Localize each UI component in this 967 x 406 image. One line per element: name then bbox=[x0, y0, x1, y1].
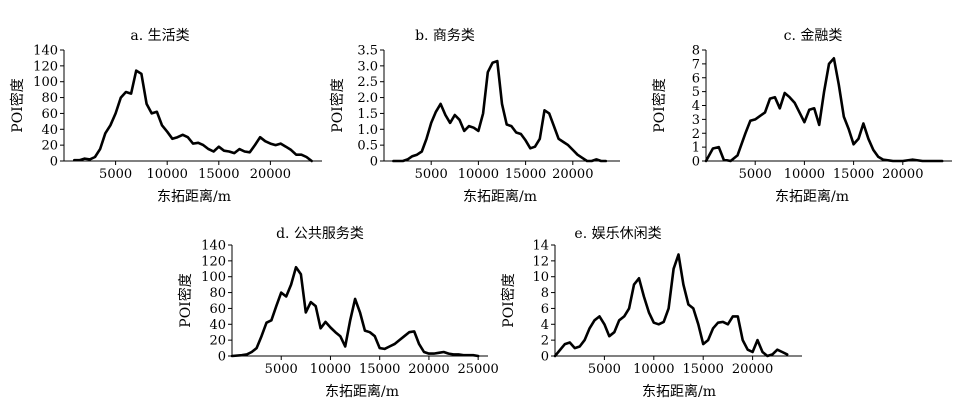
subplot-b: b. 商务类 00.51.01.52.02.53.03.5 5000 10000 150… bbox=[329, 28, 620, 205]
y-tick-label: 60 bbox=[209, 302, 226, 317]
x-tick-label: 20000 bbox=[408, 362, 449, 377]
chart-title: d. 公共服务类 bbox=[276, 226, 364, 242]
x-axis-label: 东拓距离/m bbox=[463, 188, 537, 205]
series-line bbox=[73, 69, 314, 163]
x-tick-label: 15000 bbox=[198, 167, 239, 182]
y-tick-label: 0 bbox=[692, 155, 700, 170]
y-tick-label: 100 bbox=[201, 270, 226, 285]
y-tick-label: 1.0 bbox=[357, 123, 378, 138]
x-tick-label: 20000 bbox=[732, 362, 773, 377]
y-tick-label: 3.5 bbox=[357, 44, 378, 59]
y-axis-label: POI密度 bbox=[329, 78, 346, 132]
x-tick-label: 10000 bbox=[633, 362, 674, 377]
y-tick-label: 8 bbox=[541, 286, 549, 301]
x-tick-label: 5000 bbox=[99, 167, 132, 182]
x-tick-label: 10000 bbox=[784, 167, 825, 182]
x-tick-label: 10000 bbox=[310, 362, 351, 377]
y-tick-label: 40 bbox=[41, 123, 58, 138]
y-tick-label: 2.0 bbox=[357, 91, 378, 106]
y-tick-label: 1 bbox=[692, 141, 700, 156]
y-tick-label: 2 bbox=[541, 334, 549, 349]
y-axis-label: POI密度 bbox=[177, 273, 194, 327]
y-axis-label: POI密度 bbox=[500, 273, 517, 327]
y-tick-label: 20 bbox=[41, 139, 58, 154]
x-tick-label: 20000 bbox=[552, 167, 593, 182]
x-tick-label: 5000 bbox=[588, 362, 621, 377]
y-axis-label: POI密度 bbox=[9, 78, 26, 132]
x-axis-label: 东拓距离/m bbox=[775, 188, 849, 205]
y-tick-label: 140 bbox=[201, 239, 226, 254]
chart-title: c. 金融类 bbox=[784, 28, 843, 44]
series-line bbox=[553, 253, 789, 358]
y-tick-label: 3 bbox=[692, 113, 700, 128]
x-tick-label: 10000 bbox=[458, 167, 499, 182]
y-tick-label: 0 bbox=[541, 350, 549, 365]
x-tick-label: 20000 bbox=[250, 167, 291, 182]
y-tick-label: 60 bbox=[41, 107, 58, 122]
chart-title: b. 商务类 bbox=[415, 28, 475, 44]
y-tick-label: 1.5 bbox=[357, 107, 378, 122]
y-tick-label: 4 bbox=[541, 318, 549, 333]
x-tick-label: 15000 bbox=[833, 167, 874, 182]
y-tick-label: 14 bbox=[532, 239, 549, 254]
y-tick-label: 100 bbox=[33, 75, 58, 90]
y-tick-label: 40 bbox=[209, 318, 226, 333]
y-tick-label: 80 bbox=[209, 286, 226, 301]
y-tick-label: 10 bbox=[532, 270, 549, 285]
x-axis-label: 东拓距离/m bbox=[157, 188, 231, 205]
x-tick-label: 5000 bbox=[415, 167, 448, 182]
y-tick-label: 80 bbox=[41, 91, 58, 106]
y-tick-label: 20 bbox=[209, 334, 226, 349]
y-tick-label: 3.0 bbox=[357, 59, 378, 74]
y-tick-label: 6 bbox=[692, 71, 700, 86]
y-axis-label: POI密度 bbox=[651, 78, 668, 132]
y-tick-label: 2 bbox=[692, 127, 700, 142]
y-tick-label: 12 bbox=[532, 254, 549, 269]
y-tick-label: 120 bbox=[33, 59, 58, 74]
x-tick-label: 5000 bbox=[265, 362, 298, 377]
y-tick-label: 4 bbox=[692, 99, 700, 114]
y-tick-label: 0 bbox=[218, 350, 226, 365]
series-line bbox=[704, 56, 944, 163]
y-tick-label: 0.5 bbox=[357, 139, 378, 154]
x-axis-label: 东拓距离/m bbox=[325, 383, 399, 400]
x-axis-label: 东拓距离/m bbox=[642, 383, 716, 400]
y-tick-label: 8 bbox=[692, 44, 700, 59]
y-tick-label: 2.5 bbox=[357, 75, 378, 90]
y-tick-label: 0 bbox=[50, 155, 58, 170]
y-tick-label: 7 bbox=[692, 57, 700, 72]
x-tick-label: 15000 bbox=[505, 167, 546, 182]
y-tick-label: 120 bbox=[201, 254, 226, 269]
y-tick-label: 6 bbox=[541, 302, 549, 317]
y-tick-label: 140 bbox=[33, 44, 58, 59]
x-tick-label: 25000 bbox=[457, 362, 498, 377]
series-line bbox=[392, 59, 608, 163]
y-tick-label: 0 bbox=[370, 155, 378, 170]
x-tick-label: 15000 bbox=[359, 362, 400, 377]
x-tick-label: 10000 bbox=[147, 167, 188, 182]
chart-title: e. 娱乐休闲类 bbox=[574, 226, 661, 242]
x-tick-label: 5000 bbox=[739, 167, 772, 182]
series-line bbox=[230, 265, 480, 358]
x-tick-label: 15000 bbox=[683, 362, 724, 377]
chart-title: a. 生活类 bbox=[130, 28, 189, 44]
x-tick-label: 20000 bbox=[882, 167, 923, 182]
y-tick-label: 5 bbox=[692, 85, 700, 100]
